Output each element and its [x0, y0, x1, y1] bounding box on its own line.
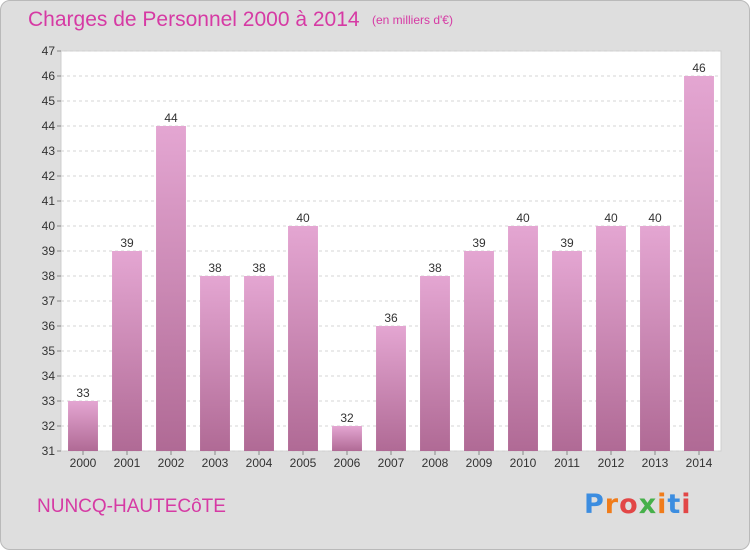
bar: [156, 126, 186, 451]
x-tick-label: 2007: [378, 456, 405, 470]
proxiti-logo: Proxiti: [584, 489, 692, 520]
bar-value-label: 32: [340, 411, 354, 425]
bar: [200, 276, 230, 451]
bar-value-label: 33: [76, 386, 90, 400]
bar: [640, 226, 670, 451]
x-tick-label: 2013: [642, 456, 669, 470]
bar-value-label: 44: [164, 111, 178, 125]
y-tick-label: 33: [42, 394, 56, 408]
bar: [244, 276, 274, 451]
x-tick-label: 2003: [202, 456, 229, 470]
x-tick-label: 2009: [466, 456, 493, 470]
x-tick-label: 2002: [158, 456, 185, 470]
y-tick-label: 32: [42, 419, 56, 433]
bar-value-label: 40: [516, 211, 530, 225]
bar-value-label: 38: [208, 261, 222, 275]
y-tick-label: 31: [42, 444, 56, 458]
bar-value-label: 40: [648, 211, 662, 225]
y-tick-label: 38: [42, 269, 56, 283]
y-tick-label: 44: [42, 119, 56, 133]
y-tick-label: 36: [42, 319, 56, 333]
y-tick-label: 39: [42, 244, 56, 258]
y-tick-label: 43: [42, 144, 56, 158]
y-tick-label: 34: [42, 369, 56, 383]
bar-value-label: 38: [252, 261, 266, 275]
bar: [464, 251, 494, 451]
y-tick-label: 40: [42, 219, 56, 233]
chart-title: Charges de Personnel 2000 à 2014: [28, 8, 360, 31]
bar-value-label: 39: [120, 236, 134, 250]
y-tick-label: 35: [42, 344, 56, 358]
bar: [112, 251, 142, 451]
bar-value-label: 38: [428, 261, 442, 275]
bar-value-label: 40: [604, 211, 618, 225]
bar: [552, 251, 582, 451]
x-tick-label: 2012: [598, 456, 625, 470]
chart-subtitle: (en milliers d'€): [372, 13, 453, 27]
commune-name: NUNCQ-HAUTECôTE: [37, 496, 226, 517]
y-tick-label: 41: [42, 194, 56, 208]
bar: [684, 76, 714, 451]
bar-value-label: 39: [472, 236, 486, 250]
x-tick-label: 2014: [686, 456, 713, 470]
x-tick-label: 2008: [422, 456, 449, 470]
y-tick-label: 47: [42, 44, 56, 58]
bar: [596, 226, 626, 451]
bar: [332, 426, 362, 451]
x-tick-label: 2004: [246, 456, 273, 470]
x-tick-label: 2006: [334, 456, 361, 470]
x-tick-label: 2010: [510, 456, 537, 470]
x-tick-label: 2001: [114, 456, 141, 470]
y-tick-label: 46: [42, 69, 56, 83]
bar-value-label: 46: [692, 61, 706, 75]
y-tick-label: 37: [42, 294, 56, 308]
bar-value-label: 36: [384, 311, 398, 325]
bar: [68, 401, 98, 451]
x-tick-label: 2011: [554, 456, 580, 470]
bar-value-label: 39: [560, 236, 574, 250]
bar: [288, 226, 318, 451]
bar-value-label: 40: [296, 211, 310, 225]
bar: [420, 276, 450, 451]
x-tick-label: 2005: [290, 456, 317, 470]
y-tick-label: 45: [42, 94, 56, 108]
y-tick-label: 42: [42, 169, 56, 183]
x-tick-label: 2000: [70, 456, 97, 470]
bar: [508, 226, 538, 451]
bar: [376, 326, 406, 451]
